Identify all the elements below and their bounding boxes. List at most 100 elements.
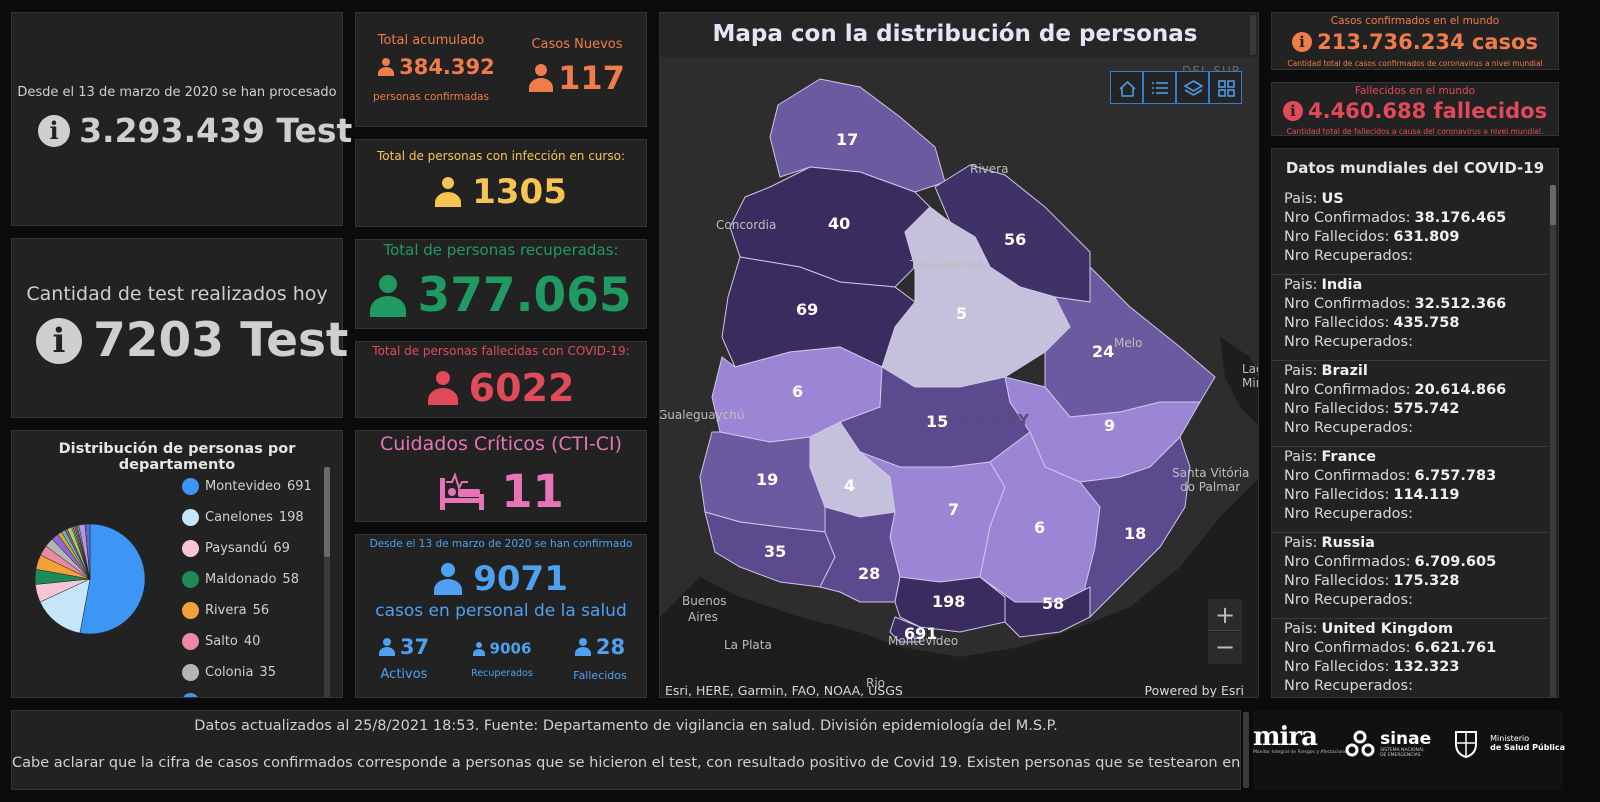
list-icon (1152, 82, 1168, 94)
pie-slice[interactable] (84, 523, 91, 580)
tests-today-value: 7203 Test (93, 313, 349, 368)
legend-swatch (182, 509, 199, 526)
city-la-plata: La Plata (724, 638, 772, 652)
country-row[interactable]: Pais: US Nro Confirmados: 38.176.465 Nro Fal… (1272, 189, 1548, 275)
zoom-in-button[interactable]: + (1208, 599, 1242, 631)
country-row[interactable]: Pais: France Nro Confirmados: 6.757.783 Nro … (1272, 447, 1548, 533)
country-confirmed-value: 20.614.866 (1414, 382, 1507, 398)
country-deaths-label: Nro Fallecidos: (1284, 487, 1390, 503)
tests-total-row: i 3.293.439 Test (38, 111, 352, 151)
sinae-logo-text: sinae (1380, 729, 1432, 749)
dept-montevideo[interactable] (889, 616, 921, 643)
legend-item[interactable]: Colonia 35 (182, 663, 276, 683)
legend-swatch (182, 633, 199, 650)
legend-button[interactable] (1143, 71, 1176, 104)
legend-name: Maldonado (205, 572, 277, 587)
legend-value: 69 (273, 541, 290, 556)
footer-scrollbar[interactable] (1243, 712, 1249, 788)
country-confirmed-label: Nro Confirmados: (1284, 296, 1411, 312)
sea-area (660, 479, 1258, 697)
legend-item[interactable]: Canelones 198 (182, 508, 304, 528)
dept-salto[interactable] (729, 166, 931, 288)
country-confirmed-label: Nro Confirmados: (1284, 640, 1411, 656)
total-accumulated-sub: personas confirmadas (372, 91, 490, 103)
country-deaths-value: 114.119 (1393, 487, 1460, 503)
legend-swatch (182, 571, 199, 588)
country-deaths: Nro Fallecidos: 114.119 (1284, 486, 1548, 505)
map-canvas[interactable]: Concordia Rivera Tacuarembó Melo Gualegu… (660, 57, 1259, 698)
recovered-row: 377.065 (356, 268, 646, 323)
country-deaths: Nro Fallecidos: 631.809 (1284, 228, 1548, 247)
footer-logos: mira Monitor Integral de Riesgos y Afect… (1253, 710, 1565, 790)
legend-item[interactable]: Maldonado 58 (182, 570, 299, 590)
distribution-scrollbar-thumb[interactable] (324, 467, 330, 557)
world-deaths-label: Fallecidos en el mundo (1354, 85, 1476, 97)
country-row[interactable]: Pais: India Nro Confirmados: 32.512.366 Nro … (1272, 275, 1548, 361)
dept-canelones[interactable] (894, 576, 1006, 633)
legend-value: 691 (287, 479, 312, 494)
pie-slice[interactable] (39, 578, 91, 634)
recovered-panel: Total de personas recuperadas: 377.065 (355, 239, 647, 329)
country-confirmed-value: 6.621.761 (1414, 640, 1497, 656)
legend-item[interactable]: Montevideo 691 (182, 477, 312, 497)
pie-slice[interactable] (79, 523, 146, 635)
legend-item[interactable]: Rivera 56 (182, 601, 269, 621)
person-icon (435, 177, 462, 207)
dept-label-artigas: 17 (836, 130, 858, 149)
country-deaths-label: Nro Fallecidos: (1284, 659, 1390, 675)
tests-total-caption: Desde el 13 de marzo de 2020 se han proc… (17, 85, 337, 100)
map-title-scrollbar[interactable] (1250, 15, 1256, 55)
health-staff-sub: casos en personal de la salud (375, 601, 627, 621)
deaths-value: 6022 (468, 366, 575, 410)
dept-artigas[interactable] (769, 78, 946, 193)
country-name: Pais: United Kingdom (1284, 620, 1548, 639)
dept-san-jose[interactable] (819, 506, 901, 603)
health-staff-panel: Desde el 13 de marzo de 2020 se han conf… (355, 534, 647, 698)
country-confirmed: Nro Confirmados: 6.709.605 (1284, 553, 1548, 572)
health-staff-deaths-value: 28 (595, 635, 626, 659)
dept-maldonado[interactable] (979, 576, 1091, 638)
active-value: 1305 (472, 172, 567, 212)
msp-logo-line1: Ministerio (1490, 734, 1530, 743)
dept-label-maldonado: 58 (1042, 594, 1064, 613)
dept-label-rocha: 18 (1124, 524, 1146, 543)
dept-rocha[interactable] (1079, 436, 1191, 619)
legend-item[interactable]: Salto 40 (182, 632, 260, 652)
country-row[interactable]: Pais: United Kingdom Nro Confirmados: 6.621… (1272, 619, 1548, 697)
world-country-list[interactable]: Pais: US Nro Confirmados: 38.176.465 Nro Fal… (1272, 189, 1552, 697)
country-deaths-value: 575.742 (1393, 401, 1460, 417)
country-confirmed-label: Nro Confirmados: (1284, 468, 1411, 484)
map-powered-by[interactable]: Powered by Esri (1144, 683, 1244, 698)
map-attribution[interactable]: Esri, HERE, Garmin, FAO, NOAA, USGS (665, 683, 903, 698)
world-confirmed-row: i 213.736.234 casos (1272, 30, 1558, 54)
lagoon-area (1220, 337, 1258, 425)
world-deaths-value: 4.460.688 fallecidos (1307, 99, 1548, 123)
country-row[interactable]: Pais: Russia Nro Confirmados: 6.709.605 Nro … (1272, 533, 1548, 619)
distribution-scrollbar[interactable] (324, 467, 330, 697)
mira-logo-sub: Monitor Integral de Riesgos y Afectacion… (1253, 750, 1350, 755)
legend-swatch (182, 540, 199, 557)
layers-button[interactable] (1176, 71, 1209, 104)
world-data-scrollbar-thumb[interactable] (1550, 185, 1556, 225)
legend-name: Montevideo (205, 479, 282, 494)
city-tacuarembo: Tacuarembó (909, 258, 983, 272)
country-label: URUGUAY (930, 411, 1032, 429)
city-buenos-aires-1: Buenos (682, 594, 726, 608)
country-name: Pais: Brazil (1284, 362, 1548, 381)
recovered-value: 377.065 (417, 268, 632, 323)
city-santa-vitoria-1: Santa Vitória (1172, 466, 1249, 480)
country-name-value: Brazil (1321, 363, 1368, 379)
country-row[interactable]: Pais: Brazil Nro Confirmados: 20.614.866 Nro… (1272, 361, 1548, 447)
health-staff-value: 9071 (473, 559, 568, 599)
health-staff-recovered-value: 9006 (489, 639, 532, 658)
city-gualeguaychu: Gualeguaychú (660, 408, 744, 422)
basemap-button[interactable] (1209, 71, 1242, 104)
legend-item[interactable]: Paysandú 69 (182, 539, 290, 559)
world-data-scrollbar[interactable] (1550, 185, 1556, 697)
zoom-out-button[interactable]: − (1208, 632, 1242, 664)
country-deaths-label: Nro Fallecidos: (1284, 315, 1390, 331)
home-button[interactable] (1110, 71, 1143, 104)
city-lag: Lag (1242, 362, 1259, 376)
info-icon: i (1282, 101, 1303, 121)
country-recovered-label: Nro Recuperados: (1284, 678, 1413, 694)
